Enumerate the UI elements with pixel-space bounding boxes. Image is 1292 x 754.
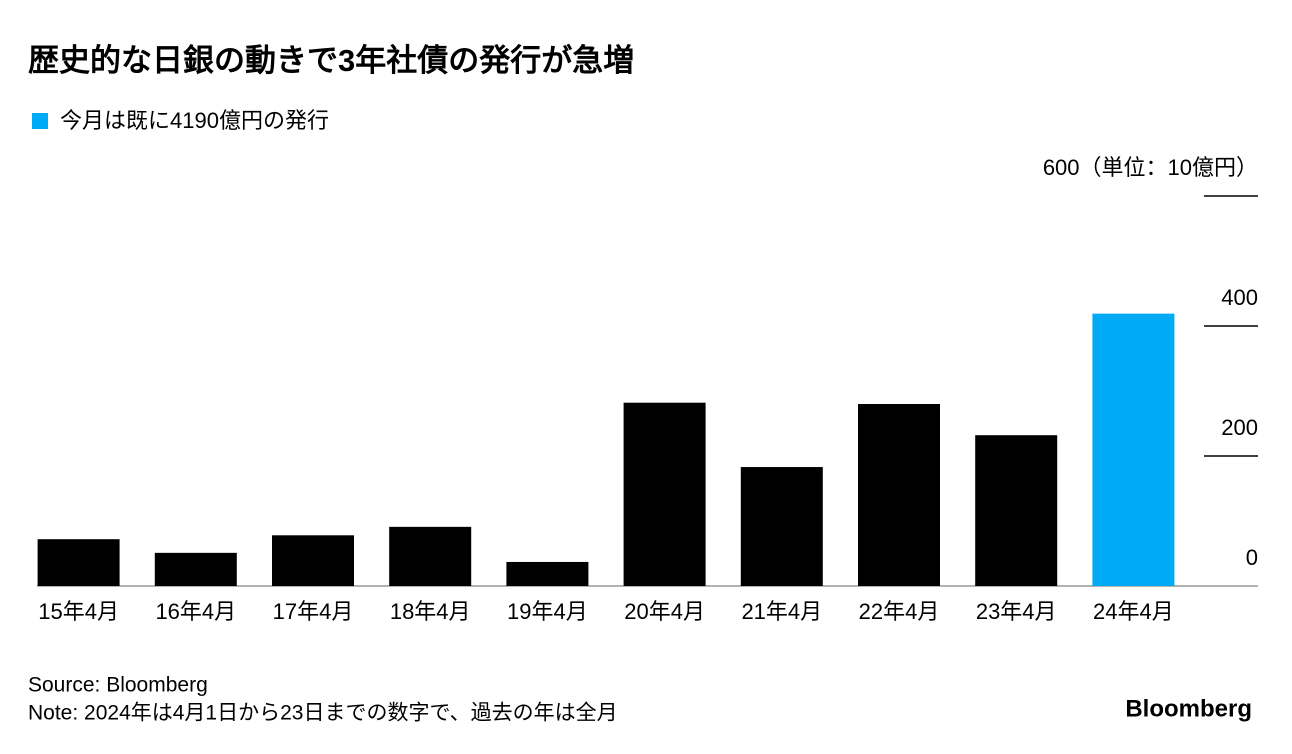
note: Note: 2024年は4月1日から23日までの数字で、過去の年は全月 [28,702,618,725]
y-tick-label: 400 [1221,285,1258,310]
bar [858,404,940,586]
bar [1092,313,1175,586]
y-tick-label: 600（単位：10億円） [1043,155,1258,180]
x-tick-label: 18年4月 [390,599,471,624]
bar [154,552,237,586]
y-tick-label: 0 [1246,545,1258,570]
chart-title: 歴史的な日銀の動きで3年社債の発行が急増 [28,43,634,78]
bar [975,435,1058,586]
x-tick-label: 19年4月 [507,599,588,624]
bar [623,402,706,586]
x-tick-label: 15年4月 [38,599,119,624]
bar [740,467,823,586]
logo: Bloomberg [1125,695,1252,722]
x-tick-label: 20年4月 [624,599,705,624]
bar [506,561,589,586]
bar [389,526,472,586]
x-tick-label: 16年4月 [155,599,236,624]
source: Source: Bloomberg [28,674,208,697]
x-tick-label: 24年4月 [1093,599,1174,624]
x-tick-label: 21年4月 [741,599,822,624]
x-tick-label: 17年4月 [273,599,354,624]
bar [272,535,354,586]
legend-swatch [32,113,48,129]
bar [37,539,120,586]
legend-label: 今月は既に4190億円の発行 [60,108,329,133]
x-tick-label: 23年4月 [976,599,1057,624]
y-tick-label: 200 [1221,415,1258,440]
x-tick-label: 22年4月 [859,599,940,624]
